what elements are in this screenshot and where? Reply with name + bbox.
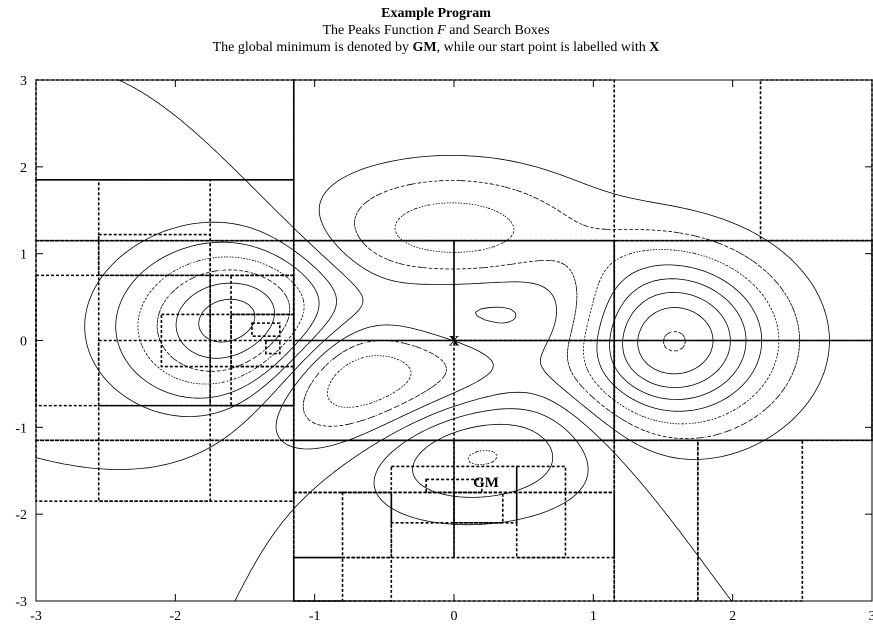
x-tick-label: -1 [309, 609, 321, 624]
contour-level-10 [596, 264, 763, 412]
contour-level-12 [622, 292, 731, 388]
search-box-36 [35, 79, 295, 181]
chart-subtitle: The Peaks Function F and Search Boxes [322, 23, 549, 38]
search-box-9 [292, 491, 455, 559]
point-label-x: X [449, 334, 460, 350]
contour-level-7 [275, 155, 830, 460]
search-box-28 [230, 274, 295, 316]
point-labels: X GM [449, 334, 499, 492]
contour-level-4 [115, 241, 554, 498]
chart-caption-middle: , while our start point is labelled with [437, 40, 650, 55]
contour-level-2 [156, 269, 291, 372]
contour-level-8 [302, 180, 800, 440]
x-tick-label: -2 [169, 609, 181, 624]
x-tick-label: -3 [30, 609, 42, 624]
search-box-24 [97, 233, 211, 277]
contour-level-3 [137, 256, 498, 466]
y-tick-label: -2 [15, 508, 27, 523]
contour-level-13 [637, 307, 714, 375]
search-box-20 [613, 339, 873, 442]
y-tick-label: 3 [20, 74, 27, 89]
search-box-21 [35, 439, 295, 502]
axis-ticks [35, 79, 873, 602]
contour-level-14 [663, 331, 686, 352]
search-box-29 [230, 365, 295, 407]
chart-caption: The global minimum is denoted by GM, whi… [213, 40, 660, 55]
x-tick-label: 3 [869, 609, 873, 624]
y-tick-label: -1 [15, 421, 27, 436]
y-tick-label: 0 [20, 335, 27, 350]
contour-level-6 [35, 79, 732, 602]
chart-caption-prefix: The global minimum is denoted by [213, 40, 413, 55]
chart-caption-gm: GM [412, 40, 436, 55]
chart-title: Example Program [381, 6, 491, 21]
contour-level-1 [175, 282, 275, 359]
contour-level-11 [609, 278, 747, 400]
chart-subtitle-suffix: and Search Boxes [446, 23, 550, 38]
x-tick-label: 2 [729, 609, 736, 624]
x-tick-label: 0 [451, 609, 458, 624]
y-tick-label: 2 [20, 161, 27, 176]
search-box-5 [292, 239, 455, 342]
search-box-17 [613, 439, 699, 602]
search-box-11 [292, 556, 344, 602]
axis-tick-labels: -3 -2 -1 0 1 2 3 -3 -2 -1 0 1 2 3 [15, 74, 873, 624]
chart-subtitle-prefix: The Peaks Function [322, 23, 437, 38]
search-box-34 [292, 491, 393, 602]
search-box-30 [251, 322, 281, 337]
search-box-22 [35, 179, 295, 242]
search-box-19 [613, 239, 873, 342]
search-box-33 [97, 339, 295, 407]
search-box-4 [453, 339, 616, 442]
point-label-gm: GM [473, 475, 499, 491]
y-tick-label: -3 [15, 595, 27, 610]
x-tick-label: 1 [590, 609, 597, 624]
search-box-10 [453, 491, 616, 559]
search-box-35 [759, 79, 873, 242]
chart-caption-x: X [649, 40, 659, 55]
search-box-31 [265, 339, 281, 355]
contour-level-0 [198, 298, 256, 343]
contour-level-9 [327, 202, 780, 425]
chart-subtitle-var: F [436, 23, 446, 38]
search-box-6 [453, 239, 616, 342]
contour-lines [35, 79, 830, 602]
search-box-15 [515, 465, 567, 559]
y-tick-label: 1 [20, 248, 27, 263]
